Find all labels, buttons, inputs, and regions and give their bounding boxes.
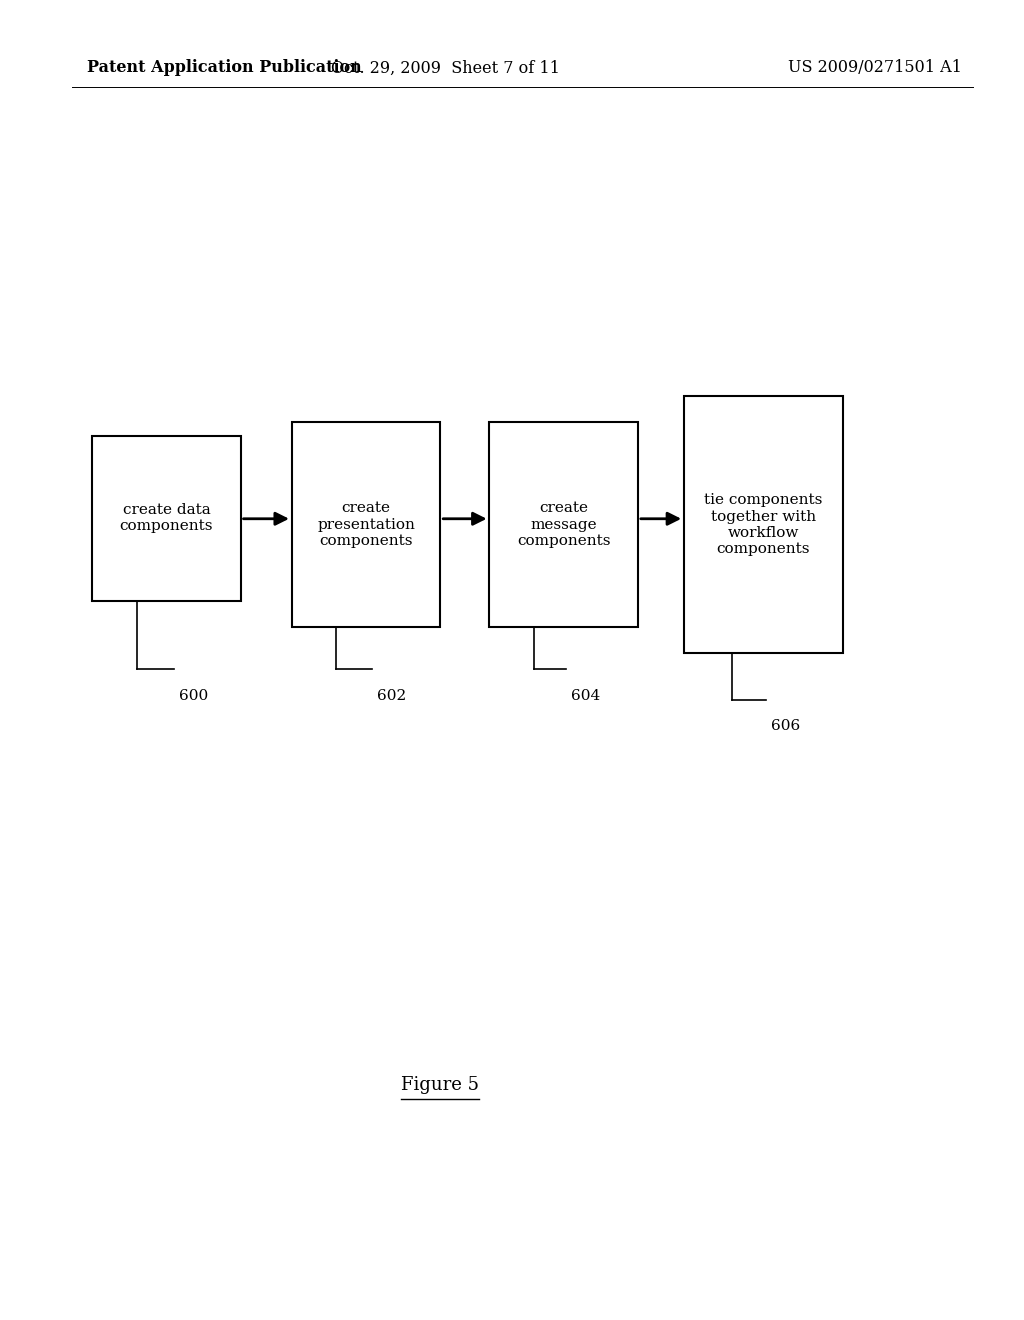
Text: create
message
components: create message components (517, 502, 610, 548)
Bar (684, 396, 843, 653)
Text: create data
components: create data components (120, 503, 213, 533)
Text: Figure 5: Figure 5 (401, 1076, 479, 1094)
Text: Patent Application Publication: Patent Application Publication (87, 59, 361, 77)
Bar (292, 422, 440, 627)
Text: tie components
together with
workflow
components: tie components together with workflow co… (705, 494, 822, 556)
Text: 602: 602 (377, 689, 407, 704)
Text: 604: 604 (571, 689, 601, 704)
Text: Oct. 29, 2009  Sheet 7 of 11: Oct. 29, 2009 Sheet 7 of 11 (331, 59, 560, 77)
Text: create
presentation
components: create presentation components (317, 502, 415, 548)
Text: US 2009/0271501 A1: US 2009/0271501 A1 (788, 59, 963, 77)
Bar (92, 436, 241, 601)
Bar (489, 422, 638, 627)
Text: 600: 600 (179, 689, 209, 704)
Text: 606: 606 (771, 719, 801, 734)
